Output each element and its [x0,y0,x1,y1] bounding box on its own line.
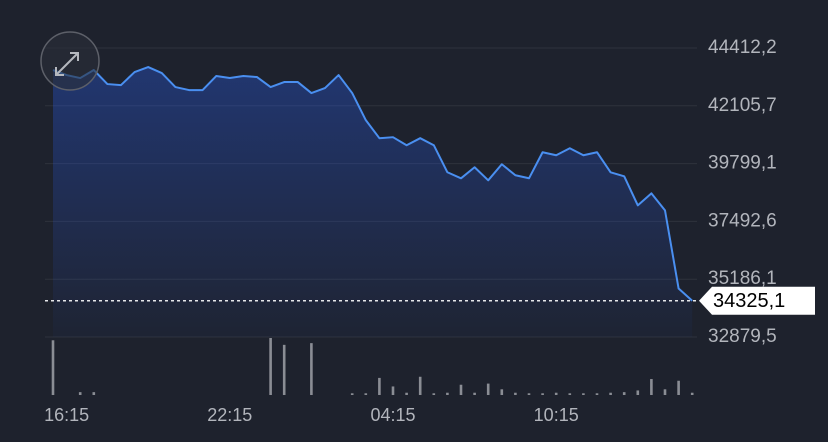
volume-bar [500,389,504,395]
y-tick-label: 32879,5 [708,326,777,347]
volume-bar [418,376,422,395]
volume-bar [78,392,82,395]
y-tick-label: 44412,2 [708,37,777,58]
volume-bar [391,386,395,395]
y-tick-label: 35186,1 [708,268,777,289]
volume-bar [459,384,463,395]
volume-bar [636,390,640,395]
volume-bar [609,392,612,395]
volume-bar [405,392,408,395]
volume-bar [378,377,381,395]
price-line [52,66,693,302]
y-tick-label: 42105,7 [708,95,777,116]
last-price-tag [699,286,815,315]
volume-bar [514,392,517,395]
x-tick-label: 16:15 [44,405,89,425]
volume-bar [677,380,680,395]
volume-bar [350,393,354,395]
volume-bar [446,392,449,395]
volume-bar [269,338,272,395]
volume-bar [92,392,96,395]
expand-button[interactable] [40,31,100,91]
volume-bar [364,393,368,395]
plot [45,66,697,395]
volume-bar [541,393,544,395]
volume-bar [486,383,490,395]
volume-bar [622,392,626,395]
volume-bar [473,392,476,395]
volume-bar [432,393,436,395]
y-tick-label: 39799,1 [708,153,777,174]
volume-bar [595,393,599,395]
x-tick-label: 10:15 [534,405,579,425]
last-price-label: 34325,1 [713,290,785,312]
volume-bar [51,340,55,395]
volume-bar [310,343,313,395]
volume-bar [690,392,694,395]
x-tick-label: 04:15 [370,405,415,425]
volume-bar [282,344,286,395]
volume-bar [554,392,558,395]
volume-bar [663,389,667,395]
volume-bar [527,393,531,395]
volume-bar [582,393,585,395]
x-tick-label: 22:15 [207,405,252,425]
volume-bar [568,393,572,395]
y-tick-label: 37492,6 [708,210,777,231]
area-fill [53,67,693,337]
volume-bar [650,379,653,395]
